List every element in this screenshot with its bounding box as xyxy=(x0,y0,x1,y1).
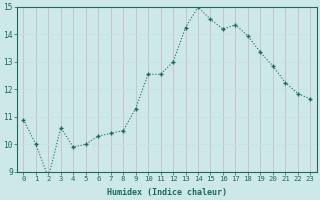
X-axis label: Humidex (Indice chaleur): Humidex (Indice chaleur) xyxy=(107,188,227,197)
